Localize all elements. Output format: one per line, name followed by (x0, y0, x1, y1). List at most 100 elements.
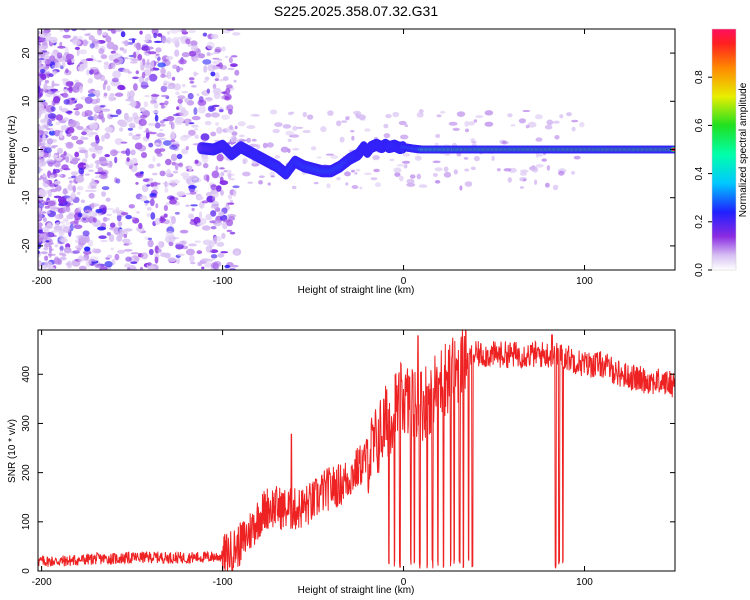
heat-cell (326, 183, 331, 189)
heat-cell (571, 119, 579, 123)
heat-cell (38, 177, 43, 181)
heat-cell (82, 218, 87, 221)
heat-cell (571, 126, 576, 132)
heat-cell (46, 200, 56, 207)
heat-cell (178, 103, 183, 112)
heat-cell (205, 213, 212, 221)
heat-cell (160, 215, 165, 219)
heat-cell (214, 78, 219, 81)
heat-cell (38, 166, 42, 174)
heat-cell (160, 67, 166, 76)
heat-cell (87, 239, 94, 247)
heat-cell (115, 207, 120, 213)
heat-cell (579, 121, 585, 128)
heat-cell (116, 214, 122, 222)
heat-cell (53, 195, 62, 199)
heat-cell (313, 181, 319, 185)
heat-cell (146, 76, 150, 81)
heat-cell (212, 104, 220, 107)
heat-cell (38, 152, 43, 159)
heat-cell (465, 128, 469, 133)
heat-cell (63, 29, 70, 33)
heat-cell (152, 155, 156, 162)
heat-cell (159, 218, 167, 222)
heat-cell (87, 93, 96, 97)
heat-cell (531, 166, 539, 173)
heat-cell (140, 64, 145, 71)
heat-cell (44, 261, 53, 268)
heat-cell (187, 30, 196, 33)
heat-cell (125, 148, 131, 157)
heat-cell (91, 248, 97, 254)
heat-cell (274, 155, 281, 159)
heat-cell (443, 166, 449, 172)
heat-cell (157, 248, 162, 254)
heat-cell (503, 168, 512, 172)
heat-cell (115, 109, 122, 115)
heat-cell (44, 224, 54, 230)
heat-cell (170, 139, 176, 143)
heat-cell (90, 153, 97, 158)
heat-cell (176, 106, 180, 110)
heat-cell (227, 202, 235, 205)
heat-cell (44, 58, 51, 65)
heat-cell (89, 122, 98, 130)
heat-cell (242, 171, 251, 177)
heat-cell (191, 85, 197, 88)
heat-cell (518, 118, 527, 124)
heat-cell (91, 178, 95, 185)
heat-cell (456, 111, 466, 117)
heat-cell (344, 171, 351, 177)
colorbar-tick-label: 0.0 (694, 263, 705, 277)
colorbar: 0.0 0.2 0.4 0.6 0.8 Normalized spectral ampl… (694, 28, 749, 277)
heat-cell (217, 253, 225, 258)
heat-cell (302, 129, 311, 134)
heat-cell (38, 76, 41, 82)
heat-cell (155, 47, 162, 53)
heat-cell (99, 173, 108, 180)
heat-cell (204, 261, 212, 268)
heat-cell (370, 177, 378, 181)
bottom-y-axis-label: SNR (10 * v/v) (7, 419, 18, 483)
heat-cell (190, 40, 198, 47)
heat-cell (45, 240, 50, 243)
heat-cell (98, 171, 107, 175)
heat-cell (106, 254, 113, 259)
heat-cell (44, 205, 50, 209)
heat-cell (270, 109, 278, 115)
heat-cell (76, 139, 84, 145)
heat-cell (178, 162, 184, 168)
heat-cell (216, 126, 223, 134)
heat-cell (157, 62, 166, 68)
heat-cell (90, 68, 94, 74)
heat-cell (327, 110, 334, 116)
heat-cell (112, 52, 119, 56)
heat-cell (206, 88, 210, 94)
heat-cell (44, 70, 51, 74)
heat-cell (270, 175, 275, 178)
heat-cell (84, 173, 90, 176)
heat-cell (51, 80, 55, 88)
heat-cell (129, 96, 134, 101)
heat-cell (48, 245, 53, 253)
heat-cell (97, 226, 107, 231)
heat-cell (60, 238, 68, 243)
heat-cell (63, 246, 72, 254)
heat-cell (40, 251, 48, 255)
heat-cell (82, 230, 90, 237)
heat-cell (170, 153, 178, 162)
heat-cell (251, 138, 257, 142)
heat-cell (102, 216, 108, 222)
heat-cell (38, 200, 41, 204)
heat-cell (280, 146, 289, 153)
heat-cell (163, 204, 168, 212)
heat-cell (432, 160, 441, 164)
heat-cell (108, 234, 115, 242)
heat-cell (164, 100, 169, 106)
heat-cell (176, 153, 183, 160)
heat-cell (165, 55, 174, 61)
heat-cell (226, 173, 235, 177)
heat-cell (56, 52, 63, 59)
heat-cell (67, 183, 74, 191)
heat-cell (198, 105, 206, 114)
